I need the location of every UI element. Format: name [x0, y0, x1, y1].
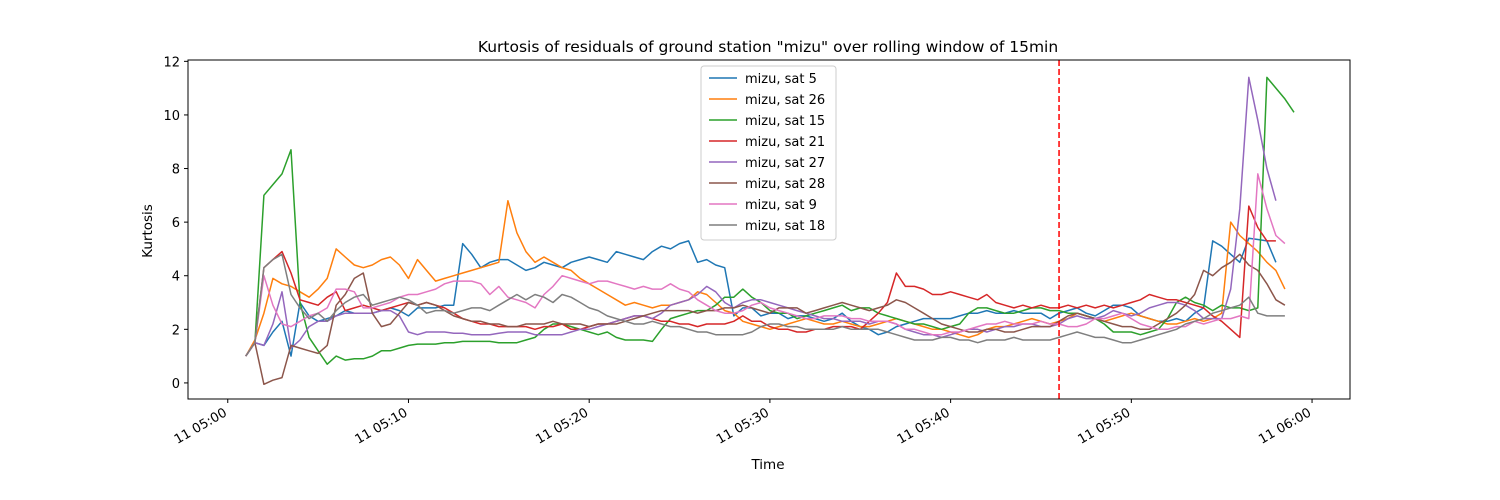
x-tick-label: 11 05:40 [895, 405, 953, 447]
legend-label: mizu, sat 26 [745, 93, 825, 108]
legend-label: mizu, sat 15 [745, 114, 825, 129]
plot-frame [187, 59, 1351, 400]
y-tick-label: 0 [172, 377, 180, 392]
series-line-6 [245, 253, 1286, 386]
legend-label: mizu, sat 18 [745, 219, 825, 234]
legend-label: mizu, sat 21 [745, 135, 825, 150]
legend-label: mizu, sat 27 [745, 156, 825, 171]
series-line-3 [245, 76, 1295, 365]
y-tick-label: 6 [172, 216, 180, 231]
x-tick-label: 11 05:50 [1075, 405, 1133, 447]
legend-box [700, 65, 837, 241]
series-line-1 [245, 237, 1277, 357]
legend-label: mizu, sat 28 [745, 177, 825, 192]
y-tick-label: 10 [163, 109, 180, 124]
y-tick-label: 4 [172, 270, 180, 285]
x-axis-label: Time [750, 457, 784, 473]
x-tick-label: 11 05:30 [714, 405, 772, 447]
x-tick-label: 11 06:00 [1256, 405, 1314, 447]
y-tick-label: 8 [172, 163, 180, 178]
y-tick-label: 12 [163, 55, 180, 70]
legend: mizu, sat 5 mizu, sat 26 mizu, sat 15 mizu,… [700, 65, 837, 241]
chart-title: Kurtosis of residuals of ground station … [478, 38, 1058, 56]
y-tick-label: 2 [172, 323, 180, 338]
series-line-8 [245, 253, 1285, 357]
plot-area [245, 60, 1295, 399]
legend-label: mizu, sat 5 [745, 72, 817, 87]
series-line-2 [245, 199, 1286, 357]
x-tick-label: 11 05:10 [353, 405, 411, 447]
y-axis-label: Kurtosis [140, 204, 156, 258]
series-line-7 [245, 173, 1286, 357]
legend-label: mizu, sat 9 [745, 198, 817, 213]
x-tick-label: 11 05:00 [172, 405, 230, 447]
x-tick-label: 11 05:20 [533, 405, 591, 447]
series-line-5 [245, 76, 1277, 357]
